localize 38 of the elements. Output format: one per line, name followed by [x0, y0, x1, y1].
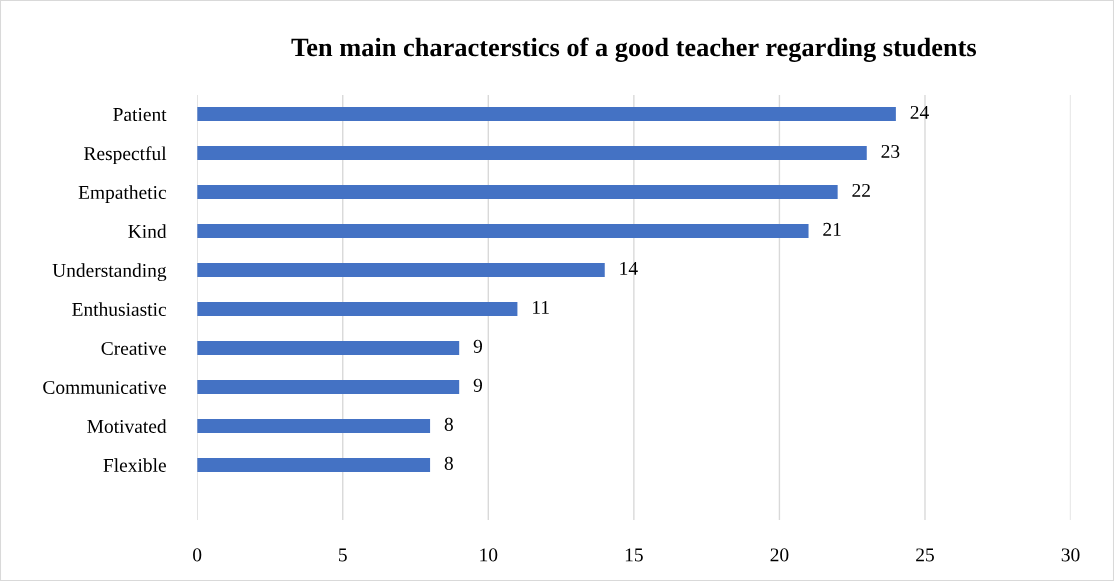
bar	[197, 302, 518, 317]
y-tick-label: Creative	[101, 341, 166, 355]
bar	[197, 185, 838, 200]
data-label: 14	[620, 261, 638, 275]
data-label: 22	[852, 183, 870, 197]
data-label: 8	[444, 456, 453, 470]
y-tick-label: Motivated	[87, 419, 167, 433]
x-tick-label: 20	[770, 548, 789, 562]
bar	[197, 146, 867, 161]
y-tick-label: Understanding	[52, 263, 167, 281]
data-label: 23	[881, 144, 900, 158]
x-tick-label: 25	[916, 548, 934, 562]
x-tick-label: 0	[193, 548, 202, 562]
bar	[197, 458, 431, 473]
bar	[197, 341, 460, 356]
y-tick-label: Empathetic	[78, 185, 167, 203]
x-tick-label: 15	[625, 548, 643, 562]
y-tick-label: Kind	[128, 224, 167, 239]
data-label: 21	[823, 222, 841, 236]
chart-title: Ten main characterstics of a good teacher regarding students	[291, 37, 977, 62]
data-label: 24	[910, 105, 929, 119]
x-tick-label: 30	[1061, 548, 1080, 562]
bar	[197, 263, 605, 278]
data-label: 8	[444, 417, 453, 431]
x-tick-label: 5	[339, 548, 347, 562]
x-tick-label: 10	[480, 548, 498, 562]
bar	[197, 107, 896, 122]
y-tick-label: Enthusiastic	[72, 302, 167, 316]
data-label: 9	[473, 378, 483, 392]
bar	[197, 419, 431, 434]
data-label: 11	[533, 300, 549, 314]
bar	[197, 380, 460, 395]
y-tick-label: Communicative	[43, 380, 166, 394]
data-label: 9	[473, 339, 483, 353]
y-tick-label: Respectful	[84, 146, 167, 165]
y-tick-label: Flexible	[103, 458, 166, 472]
bar	[197, 224, 809, 239]
y-tick-label: Patient	[113, 107, 167, 122]
